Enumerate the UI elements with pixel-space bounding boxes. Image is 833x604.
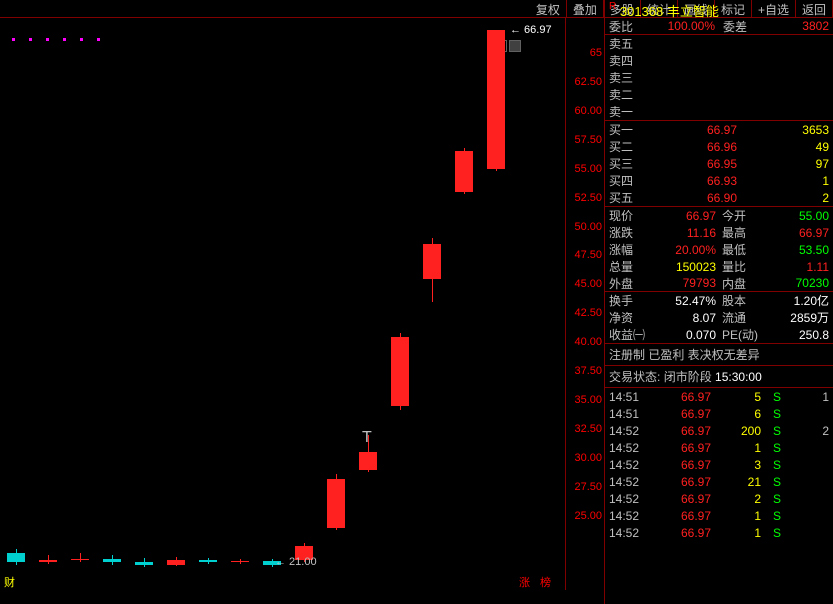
dot xyxy=(80,38,83,41)
trade-row: 14:5266.9721S xyxy=(605,473,833,490)
y-tick: 57.50 xyxy=(574,134,602,146)
footer-zhang[interactable]: 涨 xyxy=(519,574,530,590)
stat-row: 净资8.07流通2859万 xyxy=(605,309,833,326)
r-badge: R xyxy=(609,1,616,12)
price-tag: ← 66.97 xyxy=(510,24,552,36)
candle-wick xyxy=(176,557,177,566)
dot xyxy=(46,38,49,41)
toolbar-复权[interactable]: 复权 xyxy=(530,0,567,17)
stat-row: 涨幅20.00%最低53.50 xyxy=(605,241,833,258)
y-tick: 62.50 xyxy=(574,76,602,88)
y-tick: 40.00 xyxy=(574,336,602,348)
weicha-label: 委差 xyxy=(723,18,759,35)
buy-row: 买二66.9649 xyxy=(605,138,833,155)
y-tick: 25.00 xyxy=(574,510,602,522)
weibi-label: 委比 xyxy=(609,18,645,35)
buy-row: 买一66.973653 xyxy=(605,121,833,138)
candle-wick xyxy=(272,559,273,567)
sell-row: 卖五 xyxy=(605,35,833,52)
stock-name: 丰立智能 xyxy=(667,4,719,19)
candle-wick xyxy=(240,559,241,564)
stat-row: 外盘79793内盘70230 xyxy=(605,275,833,292)
weibi-row: 委比 100.00% 委差 3802 xyxy=(605,18,833,35)
y-tick: 30.00 xyxy=(574,452,602,464)
candle-wick xyxy=(16,549,17,565)
y-tick: 32.50 xyxy=(574,423,602,435)
y-tick: 55.00 xyxy=(574,163,602,175)
y-tick: 35.00 xyxy=(574,394,602,406)
trade-row: 14:5266.971S xyxy=(605,524,833,541)
candle-wick xyxy=(496,30,497,171)
candle-wick xyxy=(400,333,401,409)
y-tick: 42.50 xyxy=(574,307,602,319)
mode-icon-2[interactable] xyxy=(509,40,521,52)
footer-bang[interactable]: 榜 xyxy=(540,574,551,590)
y-tick: 52.50 xyxy=(574,192,602,204)
dot xyxy=(29,38,32,41)
dot xyxy=(12,38,15,41)
sell-row: 卖四 xyxy=(605,52,833,69)
stat-row: 换手52.47%股本1.20亿 xyxy=(605,292,833,309)
sell-row: 卖三 xyxy=(605,69,833,86)
chart-footer: 财 涨 榜 xyxy=(0,574,565,590)
buy-row: 买四66.931 xyxy=(605,172,833,189)
trade-row: 14:5166.976S xyxy=(605,405,833,422)
buy-row: 买三66.9597 xyxy=(605,155,833,172)
weicha-value: 3802 xyxy=(759,19,829,33)
chart-area: ← 66.97 ← 21.00 T 65 62.50 60.00 57.50 55.00 52… xyxy=(0,18,604,590)
y-tick: 47.50 xyxy=(574,249,602,261)
candle-wick xyxy=(144,558,145,567)
toolbar-叠加[interactable]: 叠加 xyxy=(567,0,604,17)
indicator-dots xyxy=(12,38,100,41)
candle-wick xyxy=(336,474,337,530)
y-tick: 45.00 xyxy=(574,278,602,290)
candle-wick xyxy=(464,148,465,194)
stat-row: 现价66.97今开55.00 xyxy=(605,207,833,224)
t-marker: T xyxy=(362,429,372,447)
y-tick: 27.50 xyxy=(574,481,602,493)
low-label: ← 21.00 xyxy=(275,556,317,568)
y-tick: 37.50 xyxy=(574,365,602,377)
chart-canvas[interactable]: ← 66.97 ← 21.00 T xyxy=(0,18,565,590)
candle-wick xyxy=(432,238,433,302)
candle-wick xyxy=(112,555,113,564)
y-axis: 65 62.50 60.00 57.50 55.00 52.50 50.00 47.50 45.… xyxy=(565,18,604,590)
sell-row: 卖二 xyxy=(605,86,833,103)
buy-row: 买五66.902 xyxy=(605,189,833,206)
candle-wick xyxy=(48,555,49,563)
footer-cai[interactable]: 财 xyxy=(4,574,15,590)
y-tick: 60.00 xyxy=(574,105,602,117)
trade-row: 14:5166.975S1 xyxy=(605,388,833,405)
stat-row: 收益㈠0.070PE(动)250.8 xyxy=(605,326,833,343)
y-tick: 50.00 xyxy=(574,221,602,233)
weibi-value: 100.00% xyxy=(645,19,715,33)
stat-row: 总量150023量比1.11 xyxy=(605,258,833,275)
candle-wick xyxy=(208,558,209,564)
note-regime: 注册制 已盈利 表决权无差异 xyxy=(605,344,833,366)
dot xyxy=(63,38,66,41)
quote-panel: R 301368 丰立智能 委比 100.00% 委差 3802 卖五卖四卖三卖… xyxy=(604,0,833,604)
trade-row: 14:5266.97200S2 xyxy=(605,422,833,439)
trade-status: 交易状态: 闭市阶段 15:30:00 xyxy=(605,366,833,388)
stock-header[interactable]: R 301368 丰立智能 xyxy=(605,0,833,18)
trade-row: 14:5266.971S xyxy=(605,507,833,524)
trade-row: 14:5266.972S xyxy=(605,490,833,507)
trade-row: 14:5266.973S xyxy=(605,456,833,473)
candle-wick xyxy=(80,553,81,562)
sell-row: 卖一 xyxy=(605,103,833,120)
trade-row: 14:5266.971S xyxy=(605,439,833,456)
stat-row: 涨跌11.16最高66.97 xyxy=(605,224,833,241)
y-tick: 65 xyxy=(590,47,602,59)
dot xyxy=(97,38,100,41)
